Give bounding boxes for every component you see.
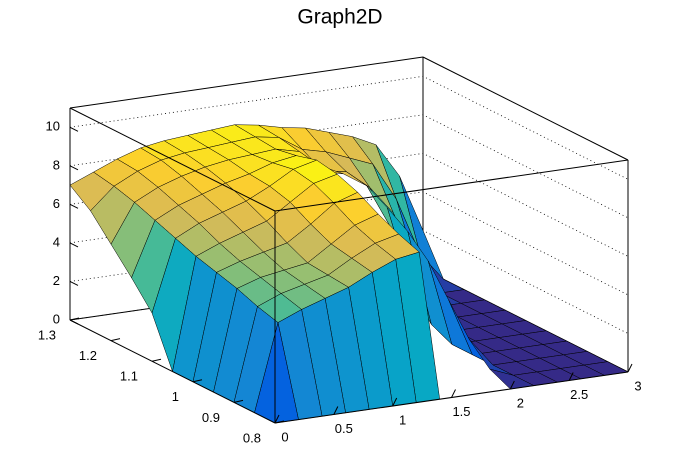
z-tick-label: 0 bbox=[53, 311, 60, 326]
box-edge bbox=[422, 56, 629, 161]
x-tick-label: 1 bbox=[399, 412, 406, 427]
x-tick-label: 2.5 bbox=[570, 387, 588, 402]
x-tick-label: 0 bbox=[281, 429, 288, 444]
y-axis bbox=[69, 319, 276, 424]
chart-title: Graph2D bbox=[297, 6, 382, 29]
x-tick-label: 2 bbox=[517, 395, 524, 410]
z-tick bbox=[69, 319, 79, 325]
y-tick-label: 1.3 bbox=[38, 327, 56, 342]
z-tick-label: 8 bbox=[53, 157, 60, 172]
z-tick bbox=[69, 242, 79, 248]
x-tick bbox=[274, 414, 280, 424]
z-tick-label: 6 bbox=[53, 196, 60, 211]
y-tick bbox=[69, 317, 80, 321]
y-tick bbox=[151, 358, 162, 362]
z-tick bbox=[69, 165, 79, 171]
y-tick bbox=[233, 399, 244, 403]
x-tick-label: 3 bbox=[634, 378, 641, 393]
x-tick bbox=[627, 363, 633, 373]
y-tick-label: 0.8 bbox=[243, 430, 261, 445]
x-tick bbox=[568, 372, 574, 381]
x-tick-label: 1.5 bbox=[452, 404, 470, 419]
z-tick-label: 10 bbox=[46, 119, 60, 134]
y-tick bbox=[110, 338, 121, 342]
z-tick bbox=[69, 203, 79, 209]
y-tick-label: 0.9 bbox=[202, 410, 220, 425]
x-tick-label: 0.5 bbox=[335, 421, 353, 436]
z-tick-label: 4 bbox=[53, 234, 60, 249]
x-tick bbox=[451, 389, 456, 398]
x-tick bbox=[333, 406, 339, 415]
z-tick-label: 2 bbox=[53, 273, 60, 288]
z-tick bbox=[69, 281, 79, 286]
z-tick bbox=[69, 126, 79, 132]
y-tick-label: 1.1 bbox=[120, 369, 138, 384]
y-tick-label: 1.2 bbox=[79, 348, 97, 363]
y-tick-label: 1 bbox=[172, 389, 179, 404]
x-tick bbox=[509, 380, 515, 390]
box-edge bbox=[69, 107, 276, 212]
y-tick bbox=[274, 420, 285, 424]
x-tick bbox=[392, 397, 398, 407]
box-edge bbox=[274, 159, 629, 212]
box-edge bbox=[69, 56, 424, 109]
y-tick bbox=[192, 379, 203, 383]
